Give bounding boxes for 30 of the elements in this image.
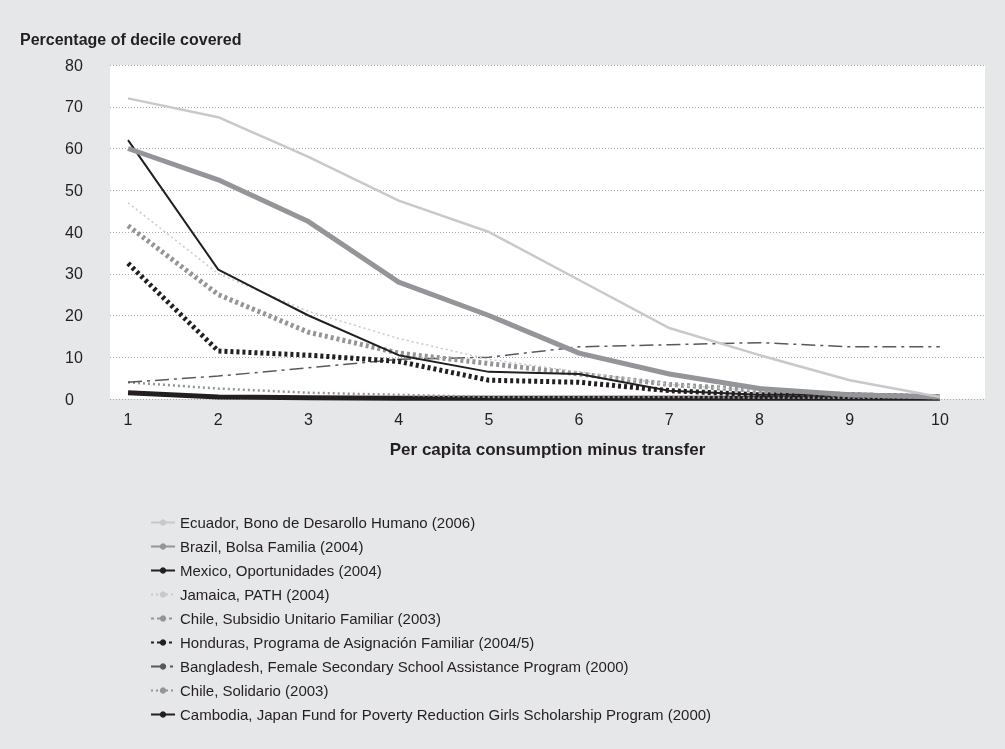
y-axis-title: Percentage of decile covered (20, 30, 242, 48)
x-tick-label: 7 (664, 410, 674, 428)
x-axis-title: Per capita consumption minus transfer (389, 440, 706, 459)
y-tick-label: 30 (65, 265, 83, 283)
legend-label: Chile, Solidario (2003) (180, 682, 329, 699)
x-tick-label: 6 (574, 410, 584, 428)
x-tick-label: 10 (931, 410, 949, 428)
y-tick-label: 50 (65, 181, 83, 199)
y-tick-label: 10 (65, 348, 83, 366)
x-tick-label: 1 (123, 410, 133, 428)
y-tick-label: 80 (65, 56, 83, 74)
x-tick-label: 4 (394, 410, 404, 428)
y-tick-label: 0 (65, 390, 74, 408)
x-tick-label: 9 (845, 410, 855, 428)
y-tick-label: 70 (65, 98, 83, 116)
x-tick-label: 5 (484, 410, 494, 428)
legend-label: Ecuador, Bono de Desarollo Humano (2006) (180, 514, 476, 531)
y-tick-label: 40 (65, 223, 83, 241)
x-tick-label: 8 (755, 410, 765, 428)
legend-label: Honduras, Programa de Asignación Familiar (2004/5) (180, 634, 535, 651)
legend-label: Bangladesh, Female Secondary School Assistance Program (2000) (180, 658, 629, 675)
y-tick-label: 60 (65, 140, 83, 157)
legend-label: Cambodia, Japan Fund for Poverty Reduction Girls Scholarship Program (2000) (180, 706, 712, 723)
x-tick-label: 2 (213, 410, 223, 428)
x-tick-label: 3 (304, 410, 313, 428)
y-tick-label: 20 (65, 307, 83, 324)
legend-label: Jamaica, PATH (2004) (180, 586, 330, 603)
legend-label: Mexico, Oportunidades (2004) (180, 562, 382, 579)
legend-label: Chile, Subsidio Unitario Familiar (2003) (180, 610, 441, 627)
legend-label: Brazil, Bolsa Familia (2004) (180, 538, 364, 555)
